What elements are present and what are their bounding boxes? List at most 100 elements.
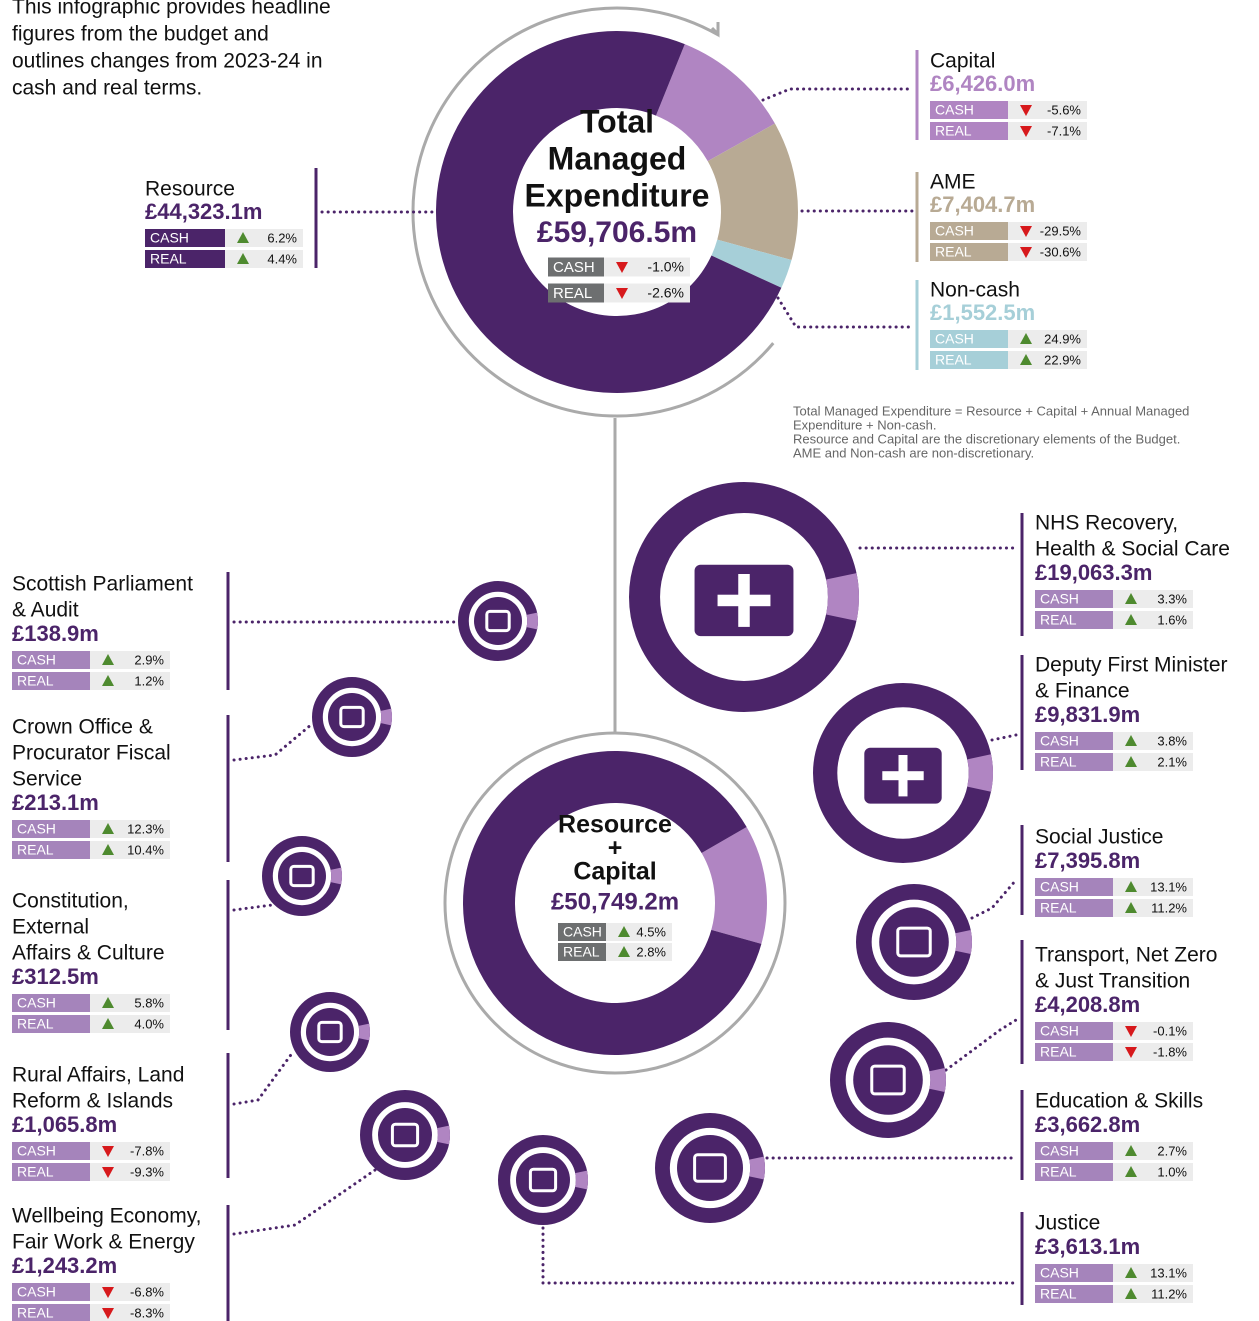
change-value: 24.9% xyxy=(1044,331,1081,346)
change-label: REAL xyxy=(17,1016,54,1032)
change-label: CASH xyxy=(1040,1265,1079,1281)
change-arrow xyxy=(1125,902,1137,913)
portfolio-amount: £7,395.8m xyxy=(1035,848,1140,873)
portfolio-icon xyxy=(882,771,924,781)
portfolio-amount: £19,063.3m xyxy=(1035,560,1152,585)
portfolio-ring-accent xyxy=(437,1125,450,1145)
portfolio-icon xyxy=(306,1008,354,1056)
change-label: REAL xyxy=(17,673,54,689)
component-amount: £7,404.7m xyxy=(930,192,1035,217)
portfolio-ring-accent xyxy=(929,1067,946,1093)
portfolio-ring-accent xyxy=(575,1170,588,1190)
change-label-box xyxy=(1035,878,1113,896)
portfolio-name: Rural Affairs, Land xyxy=(12,1064,184,1087)
portfolio-ring-accent xyxy=(380,708,392,726)
portfolio-name: & Audit xyxy=(12,599,79,622)
rc-amount: £50,749.2m xyxy=(551,888,679,915)
connector xyxy=(232,1050,295,1106)
component-name: Resource xyxy=(145,178,235,201)
change-value: -7.8% xyxy=(130,1143,164,1158)
portfolio-icon xyxy=(474,597,522,645)
change-label: REAL xyxy=(1040,1044,1077,1060)
portfolio-ring-accent xyxy=(967,754,993,792)
change-label: REAL xyxy=(935,352,972,368)
portfolio-icon xyxy=(339,705,365,729)
change-arrow xyxy=(1125,735,1137,746)
change-label-box xyxy=(1035,1285,1113,1303)
portfolio-ring-accent xyxy=(749,1156,765,1180)
change-label-box xyxy=(930,243,1008,261)
change-label: CASH xyxy=(1040,733,1079,749)
change-arrow xyxy=(1020,126,1032,137)
change-value: 3.8% xyxy=(1157,733,1187,748)
change-label-box xyxy=(1035,899,1113,917)
change-value: -6.8% xyxy=(130,1284,164,1299)
change-label-box xyxy=(1035,753,1113,771)
change-arrow xyxy=(102,1287,114,1298)
change-arrow xyxy=(102,823,114,834)
donut-segment xyxy=(707,123,799,261)
change-label-box xyxy=(12,1015,90,1033)
portfolio-icon xyxy=(879,907,949,977)
change-value: 5.8% xyxy=(134,995,164,1010)
change-value: -8.3% xyxy=(130,1305,164,1320)
portfolio-ring-accent xyxy=(358,1023,370,1041)
change-value: 3.3% xyxy=(1157,591,1187,606)
portfolio-name: Social Justice xyxy=(1035,826,1163,849)
change-arrow xyxy=(102,1308,114,1319)
change-label: REAL xyxy=(17,842,54,858)
change-label-box xyxy=(930,351,1008,369)
change-label: CASH xyxy=(563,924,602,940)
portfolio-name: Crown Office & xyxy=(12,716,153,739)
change-label: REAL xyxy=(1040,900,1077,916)
change-arrow xyxy=(1125,1145,1137,1156)
change-value: -30.6% xyxy=(1040,244,1082,259)
change-label: REAL xyxy=(17,1305,54,1321)
change-label: REAL xyxy=(1040,1164,1077,1180)
change-label-box xyxy=(12,820,90,838)
change-arrow xyxy=(102,654,114,665)
change-label: REAL xyxy=(1040,754,1077,770)
change-value: 13.1% xyxy=(1150,1265,1187,1280)
change-arrow xyxy=(1020,333,1032,344)
change-value: 11.2% xyxy=(1151,1286,1187,1301)
change-label-box xyxy=(930,122,1008,140)
portfolio-name: & Finance xyxy=(1035,680,1130,703)
change-label-box xyxy=(558,923,606,941)
portfolio-name: Education & Skills xyxy=(1035,1090,1203,1113)
portfolio-icon xyxy=(328,693,376,741)
change-arrow xyxy=(102,997,114,1008)
portfolio-name: Reform & Islands xyxy=(12,1090,173,1113)
portfolio-name: Procurator Fiscal xyxy=(12,742,171,765)
change-label-box xyxy=(145,229,225,247)
portfolio-icon xyxy=(717,594,771,607)
portfolio-icon xyxy=(485,609,511,633)
connector xyxy=(776,296,914,329)
donut-segment xyxy=(436,30,782,393)
change-value: 11.2% xyxy=(1151,900,1187,915)
change-label: CASH xyxy=(17,652,56,668)
change-label: CASH xyxy=(935,102,974,118)
change-arrow xyxy=(237,232,249,243)
change-value: 13.1% xyxy=(1150,879,1187,894)
donut-segment xyxy=(701,827,768,944)
change-arrow xyxy=(1125,1047,1137,1058)
portfolio-amount: £213.1m xyxy=(12,790,99,815)
change-value: -2.6% xyxy=(647,285,684,301)
portfolio-icon xyxy=(289,864,315,888)
change-label: CASH xyxy=(17,1284,56,1300)
change-value: -1.0% xyxy=(647,259,684,275)
change-label-box xyxy=(1035,1043,1113,1061)
note-text: Resource and Capital are the discretiona… xyxy=(793,431,1180,446)
change-value: 1.6% xyxy=(1157,612,1187,627)
change-arrow xyxy=(1125,1288,1137,1299)
change-value: -29.5% xyxy=(1040,223,1082,238)
change-label: REAL xyxy=(1040,612,1077,628)
change-arrow xyxy=(1020,247,1032,258)
portfolio-name: NHS Recovery, xyxy=(1035,512,1178,535)
change-value: -7.1% xyxy=(1047,123,1081,138)
portfolio-icon xyxy=(528,1167,558,1193)
portfolio-icon xyxy=(693,1153,727,1183)
change-label: REAL xyxy=(150,251,187,267)
